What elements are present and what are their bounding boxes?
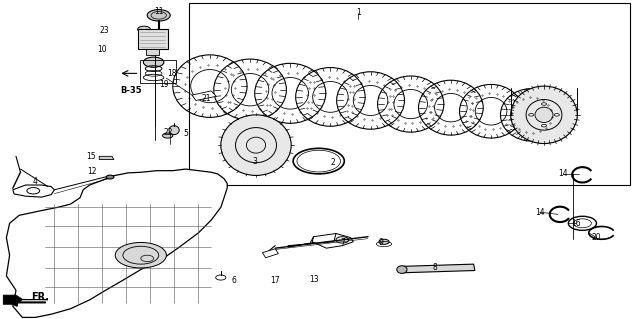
Text: 12: 12 [87,167,96,176]
Text: 18: 18 [167,69,176,78]
Polygon shape [262,249,278,258]
Text: 15: 15 [86,152,96,161]
Ellipse shape [397,266,407,273]
Text: 21: 21 [202,94,211,103]
Polygon shape [402,264,475,273]
Circle shape [216,275,226,280]
Ellipse shape [535,107,553,122]
Circle shape [554,114,559,116]
Ellipse shape [169,126,179,135]
Polygon shape [13,185,54,197]
Circle shape [541,103,547,105]
Circle shape [336,237,349,243]
Circle shape [115,242,166,268]
Text: 13: 13 [308,275,319,284]
Text: 11: 11 [154,7,163,16]
Ellipse shape [511,86,577,144]
Polygon shape [146,49,159,55]
Text: 14: 14 [558,169,568,178]
Text: 16: 16 [571,219,581,228]
Text: 1: 1 [356,8,361,17]
Text: 22: 22 [164,128,173,137]
Text: 20: 20 [591,233,602,242]
Text: 10: 10 [97,45,108,54]
Text: 7: 7 [340,238,345,247]
Text: 23: 23 [99,26,109,35]
Text: 14: 14 [534,208,545,217]
Ellipse shape [143,57,164,67]
Ellipse shape [163,133,173,138]
Polygon shape [6,169,227,317]
Polygon shape [138,29,168,49]
Polygon shape [312,234,353,248]
Polygon shape [192,91,216,100]
Text: 17: 17 [270,276,280,285]
Polygon shape [99,156,114,160]
Text: 6: 6 [231,276,236,285]
Circle shape [379,239,389,244]
Text: 5: 5 [183,130,188,138]
Text: 2: 2 [330,158,335,167]
Text: 4: 4 [33,177,38,186]
Ellipse shape [147,10,170,21]
Polygon shape [3,295,48,304]
Circle shape [541,124,547,127]
Circle shape [27,188,40,194]
Text: 19: 19 [159,80,170,89]
Text: FR.: FR. [31,292,49,302]
Text: 3: 3 [252,157,257,166]
Ellipse shape [221,115,291,175]
Circle shape [529,114,534,116]
Text: B-35: B-35 [120,86,142,95]
Circle shape [106,175,114,179]
Text: 9: 9 [378,238,383,247]
Text: 8: 8 [433,263,438,272]
Ellipse shape [138,26,150,33]
Ellipse shape [526,100,562,130]
